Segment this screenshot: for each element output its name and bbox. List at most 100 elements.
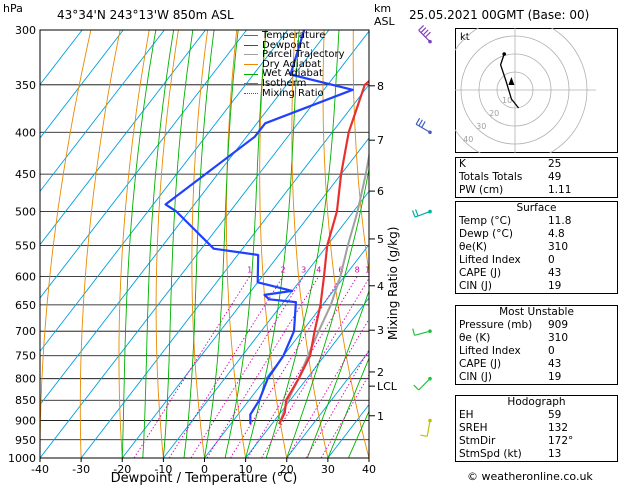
surface-panel: Surface Temp (°C) 11.8 Dewp (°C) 4.8 θe(K) 31… <box>455 201 618 294</box>
index-label: Dewp (°C) <box>459 228 513 240</box>
hodograph-ring-label: 40 <box>463 135 473 144</box>
x-axis-label: Dewpoint / Temperature (°C) <box>111 471 298 486</box>
mixing-ratio-line <box>168 276 284 458</box>
index-label: Lifted Index <box>459 254 521 266</box>
index-value: 49 <box>548 171 562 183</box>
index-row: θe(K) 310 <box>456 241 617 254</box>
index-row: CIN (J) 19 <box>456 280 617 293</box>
mixing-ratio-label: 8 <box>355 265 360 274</box>
wet-adiabat <box>204 30 239 458</box>
index-row: PW (cm) 1.11 <box>456 184 617 197</box>
temp-tick-label: 10 <box>239 463 253 476</box>
index-value: 0 <box>548 254 555 266</box>
index-row: K 25 <box>456 158 617 171</box>
wind-barb <box>413 376 432 391</box>
index-label: Pressure (mb) <box>459 319 533 331</box>
pressure-tick-label: 400 <box>15 126 36 139</box>
index-row: StmSpd (kt) 13 <box>456 448 617 461</box>
legend-swatch <box>244 92 258 94</box>
skewt-axes: 3003504004505005506006507007508008509009… <box>8 24 398 476</box>
isotherm <box>245 297 369 458</box>
mixing-ratio-line <box>286 318 369 458</box>
wind-barb <box>420 418 432 437</box>
mixing-ratio-label: 20 <box>407 265 417 274</box>
mixing-ratio-line <box>230 276 342 458</box>
wet-adiabat <box>245 30 300 458</box>
wet-adiabat <box>327 356 369 458</box>
legend-entry: Mixing Ratio <box>244 88 345 99</box>
index-row: CAPE (J) 43 <box>456 358 617 371</box>
index-label: Lifted Index <box>459 345 521 357</box>
mixing-ratio-label: 10 <box>365 265 375 274</box>
pressure-tick-label: 800 <box>15 373 36 386</box>
legend-entry: Dry Adiabat <box>244 59 345 70</box>
mixing-ratio-line <box>190 276 304 458</box>
legend-entry: Wet Adiabat <box>244 69 345 79</box>
wind-barb <box>412 209 432 218</box>
wet-adiabat <box>265 30 340 458</box>
mixing-ratio-label: 25 <box>421 265 431 274</box>
index-value: 25 <box>548 158 562 170</box>
km-tick-label: 2 <box>377 366 384 379</box>
isotherm <box>121 137 369 458</box>
index-value: 310 <box>548 241 569 253</box>
datetime-title: 25.05.2021 00GMT (Base: 00) <box>409 8 590 22</box>
index-label: θe(K) <box>459 241 487 253</box>
temp-tick-label: 30 <box>321 463 335 476</box>
legend-label: Parcel Trajectory <box>262 49 345 61</box>
temp-tick-label: -10 <box>154 463 172 476</box>
wet-adiabat <box>306 289 369 458</box>
wet-adiabat <box>224 30 267 458</box>
index-row: CIN (J) 19 <box>456 371 617 384</box>
index-label: CAPE (J) <box>459 358 502 370</box>
mixing-ratio-label: 6 <box>338 265 343 274</box>
most-unstable-title: Most Unstable <box>499 306 574 318</box>
index-value: 13 <box>548 448 562 460</box>
wet-adiabat <box>286 166 369 458</box>
index-label: SREH <box>459 422 488 434</box>
isotherm <box>80 83 369 458</box>
wet-adiabat <box>183 30 215 458</box>
skewt-grid: 1 2 3 4 6 8 10 15 20 25 <box>40 30 431 458</box>
legend-entry: Dewpoint <box>244 40 345 51</box>
legend: Temperature Dewpoint Parcel Trajectory Dry … <box>244 31 345 98</box>
index-label: PW (cm) <box>459 184 504 196</box>
storm-motion-marker <box>508 77 515 85</box>
legend-label: Wet Adiabat <box>262 68 323 80</box>
pressure-tick-label: 450 <box>15 168 36 181</box>
wet-adiabat <box>347 410 369 458</box>
legend-swatch <box>244 54 258 56</box>
index-label: CIN (J) <box>459 280 492 292</box>
index-row: StmDir 172° <box>456 435 617 448</box>
pressure-tick-label: 750 <box>15 350 36 363</box>
index-row: CAPE (J) 43 <box>456 267 617 280</box>
mixing-ratio-line <box>133 276 251 458</box>
pressure-tick-label: 900 <box>15 415 36 428</box>
mixing-ratio-line <box>261 277 369 458</box>
hodograph-trace <box>499 53 520 109</box>
isotherm <box>204 243 369 458</box>
dewpoint-line <box>164 30 354 425</box>
index-label: θe (K) <box>459 332 491 344</box>
index-value: 59 <box>548 409 562 421</box>
mixing-ratio-label: 2 <box>280 265 285 274</box>
wind-barb <box>415 117 432 135</box>
legend-swatch <box>244 64 258 66</box>
index-value: 43 <box>548 358 562 370</box>
km-unit-label: km <box>374 2 392 15</box>
wind-barb <box>412 328 432 336</box>
index-label: K <box>459 158 466 170</box>
hodograph-unit-label: kt <box>460 32 470 43</box>
legend-swatch <box>244 83 258 85</box>
index-row: SREH 132 <box>456 422 617 435</box>
indices-panel: K 25 Totals Totals 49 PW (cm) 1.11 <box>455 157 618 198</box>
index-value: 132 <box>548 422 569 434</box>
isotherm <box>40 30 165 193</box>
wind-barbs <box>412 24 432 437</box>
isotherm <box>40 30 124 139</box>
index-row: EH 59 <box>456 409 617 422</box>
temperature-line <box>278 79 369 425</box>
legend-swatch <box>244 35 258 37</box>
legend-label: Temperature <box>262 30 326 41</box>
